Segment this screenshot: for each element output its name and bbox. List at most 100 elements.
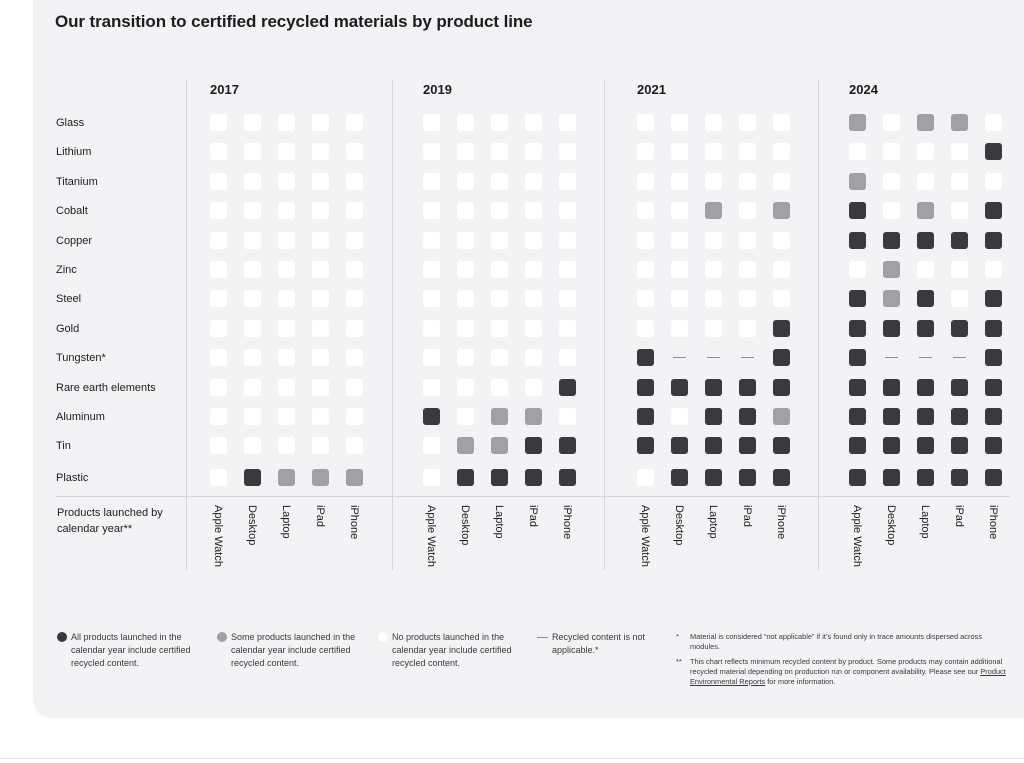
cell-2024-lithium-apple-watch-none — [849, 143, 866, 161]
footnote-star: * Material is considered “not applicable… — [676, 632, 1008, 652]
cell-2021-plastic-desktop-all — [671, 468, 688, 486]
cell-2019-gold-apple-watch-none — [423, 319, 440, 337]
cell-2017-plastic-ipad-some — [312, 468, 329, 486]
cell-2017-aluminum-ipad-none — [312, 408, 329, 425]
cell-2017-titanium-desktop-none — [244, 172, 261, 190]
product-label-2017-laptop: Laptop — [280, 505, 292, 539]
cell-2024-steel-desktop-some — [883, 290, 900, 308]
cell-2024-aluminum-iphone-all — [985, 408, 1002, 425]
product-label-2024-desktop: Desktop — [885, 505, 897, 546]
cell-2024-aluminum-ipad-all — [951, 408, 968, 425]
legend-na-dash-icon — [537, 637, 548, 638]
year-label-2024: 2024 — [849, 82, 878, 97]
cell-2024-zinc-desktop-some — [883, 261, 900, 278]
material-label-cobalt: Cobalt — [56, 205, 88, 218]
cell-2019-aluminum-laptop-some — [491, 408, 508, 425]
cell-2017-gold-ipad-none — [312, 319, 329, 337]
cell-2024-tin-iphone-all — [985, 437, 1002, 455]
cell-2019-zinc-ipad-none — [525, 261, 542, 278]
cell-2019-titanium-iphone-none — [559, 172, 576, 190]
cell-2021-glass-apple-watch-none — [637, 114, 654, 131]
product-label-2024-iphone: iPhone — [987, 505, 999, 540]
material-label-glass: Glass — [56, 117, 85, 129]
cell-2017-gold-apple-watch-none — [210, 319, 227, 337]
cell-2024-steel-apple-watch-all — [849, 290, 866, 308]
cell-2017-lithium-apple-watch-none — [210, 143, 227, 161]
cell-2021-aluminum-laptop-all — [705, 408, 722, 425]
cell-2021-cobalt-ipad-none — [739, 202, 756, 220]
cell-2021-titanium-desktop-none — [671, 172, 688, 190]
cell-2021-lithium-ipad-none — [739, 143, 756, 161]
cell-2021-tin-apple-watch-all — [637, 437, 654, 455]
cell-2019-rare-earth-elements-ipad-none — [525, 378, 542, 396]
cell-2021-titanium-iphone-none — [773, 172, 790, 190]
cell-2017-rare-earth-elements-desktop-none — [244, 378, 261, 396]
cell-2019-rare-earth-elements-desktop-none — [457, 378, 474, 396]
cell-2021-gold-iphone-all — [773, 319, 790, 337]
cell-2024-steel-iphone-all — [985, 290, 1002, 308]
material-label-aluminum: Aluminum — [56, 411, 105, 423]
cell-2024-gold-apple-watch-all — [849, 319, 866, 337]
group-divider — [392, 80, 393, 570]
cell-2021-tin-laptop-all — [705, 437, 722, 455]
cell-2021-plastic-apple-watch-none — [637, 468, 654, 486]
cell-2021-steel-desktop-none — [671, 290, 688, 308]
cell-2017-cobalt-laptop-none — [278, 202, 295, 220]
cell-2019-rare-earth-elements-iphone-all — [559, 378, 576, 396]
legend-na-text: Recycled content is not applicable.* — [552, 632, 646, 655]
cell-2021-lithium-apple-watch-none — [637, 143, 654, 161]
cell-2019-aluminum-apple-watch-all — [423, 408, 440, 425]
cell-2019-copper-apple-watch-none — [423, 231, 440, 249]
cell-2017-tungsten-ipad-none — [312, 349, 329, 367]
cell-2024-plastic-ipad-all — [951, 468, 968, 486]
cell-2017-copper-desktop-none — [244, 231, 261, 249]
product-label-2017-desktop: Desktop — [246, 505, 258, 546]
cell-2019-plastic-laptop-all — [491, 468, 508, 486]
legend-all: All products launched in the calendar ye… — [57, 631, 201, 670]
cell-2024-lithium-laptop-none — [917, 143, 934, 161]
cell-2017-glass-ipad-none — [312, 114, 329, 131]
cell-2024-tungsten-desktop-na — [883, 349, 900, 366]
cell-2021-steel-iphone-none — [773, 290, 790, 308]
footnote-double-star-mark: ** — [676, 657, 682, 666]
cell-2024-tungsten-laptop-na — [917, 349, 934, 366]
cell-2024-titanium-ipad-none — [951, 172, 968, 190]
cell-2024-glass-iphone-none — [985, 114, 1002, 131]
material-label-tungsten: Tungsten* — [56, 352, 106, 365]
cell-2017-rare-earth-elements-ipad-none — [312, 378, 329, 396]
cell-2024-glass-ipad-some — [951, 114, 968, 131]
cell-2024-rare-earth-elements-iphone-all — [985, 378, 1002, 396]
cell-2019-lithium-iphone-none — [559, 143, 576, 161]
material-label-plastic: Plastic — [56, 471, 89, 484]
cell-2024-titanium-iphone-none — [985, 172, 1002, 190]
cell-2019-tungsten-laptop-none — [491, 349, 508, 367]
cell-2021-tin-iphone-all — [773, 437, 790, 455]
cell-2019-cobalt-apple-watch-none — [423, 202, 440, 220]
cell-2017-gold-laptop-none — [278, 319, 295, 337]
legend-none-dot-icon — [378, 632, 388, 642]
cell-2017-tin-desktop-none — [244, 437, 261, 455]
cell-2024-tin-desktop-all — [883, 437, 900, 455]
cell-2019-lithium-apple-watch-none — [423, 143, 440, 161]
cell-2024-copper-laptop-all — [917, 231, 934, 249]
cell-2019-tin-iphone-all — [559, 437, 576, 455]
cell-2019-tin-desktop-some — [457, 437, 474, 455]
cell-2021-zinc-laptop-none — [705, 261, 722, 278]
cell-2021-tungsten-ipad-na — [739, 349, 756, 366]
cell-2017-lithium-laptop-none — [278, 143, 295, 161]
cell-2024-zinc-laptop-none — [917, 261, 934, 278]
cell-2019-lithium-ipad-none — [525, 143, 542, 161]
cell-2024-copper-apple-watch-all — [849, 231, 866, 249]
cell-2021-cobalt-apple-watch-none — [637, 202, 654, 220]
legend-all-dot-icon — [57, 632, 67, 642]
cell-2019-zinc-apple-watch-none — [423, 261, 440, 278]
cell-2021-glass-ipad-none — [739, 114, 756, 131]
cell-2019-rare-earth-elements-laptop-none — [491, 378, 508, 396]
product-environmental-reports-link[interactable]: Product Environmental Reports — [690, 667, 1006, 686]
cell-2017-titanium-ipad-none — [312, 172, 329, 190]
cell-2021-tin-ipad-all — [739, 437, 756, 455]
cell-2021-cobalt-iphone-some — [773, 202, 790, 220]
product-label-2021-desktop: Desktop — [673, 505, 685, 546]
cell-2021-aluminum-iphone-some — [773, 408, 790, 425]
cell-2017-rare-earth-elements-laptop-none — [278, 378, 295, 396]
